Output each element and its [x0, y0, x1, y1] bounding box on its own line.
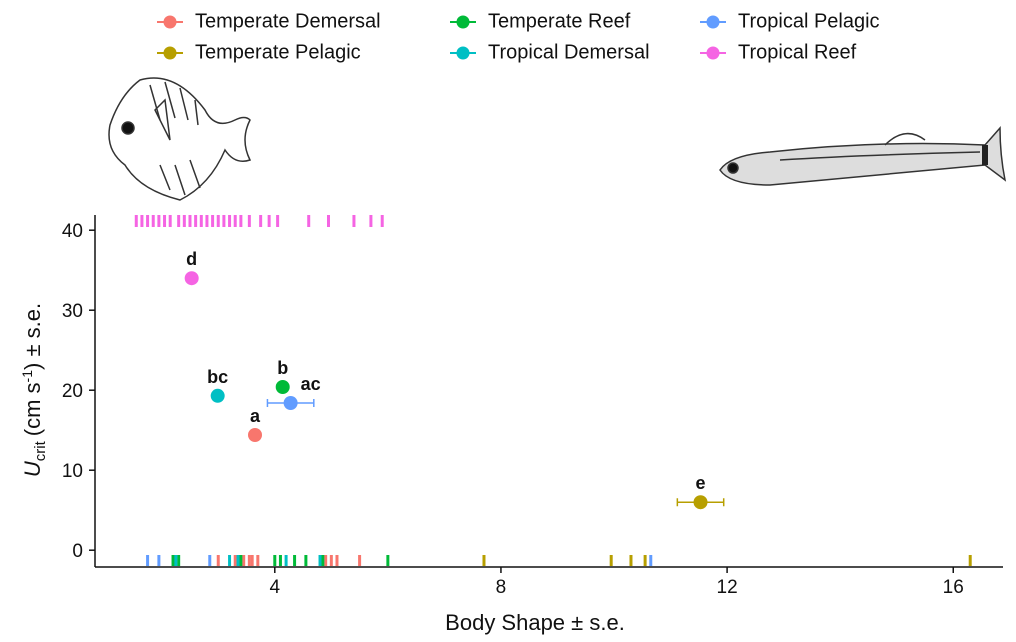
- x-tick-label: 12: [717, 577, 738, 598]
- point: [693, 495, 708, 510]
- point: [210, 388, 225, 403]
- y-title-superscript: -1: [19, 370, 35, 383]
- fish-elongate: [719, 126, 1007, 186]
- y-tick-label: 40: [62, 221, 83, 242]
- y-title-symbol: U: [20, 461, 45, 477]
- legend-key: [706, 15, 720, 29]
- point-label: ac: [301, 374, 321, 394]
- legend-key: [163, 15, 177, 29]
- x-tick-label: 8: [496, 577, 507, 598]
- y-axis-title: Ucrit (cm s-1) ± s.e.: [19, 303, 49, 477]
- fish-round: [108, 77, 252, 201]
- point: [184, 271, 199, 286]
- x-axis-title: Body Shape ± s.e.: [445, 610, 625, 635]
- y-title-unit-end: ) ± s.e.: [20, 303, 45, 370]
- point: [283, 396, 298, 410]
- legend-key: [706, 46, 720, 60]
- x-tick-label: 16: [943, 577, 964, 598]
- legend-label: Temperate Reef: [488, 10, 631, 32]
- point: [275, 380, 290, 394]
- point-label: b: [277, 358, 288, 378]
- legend-label: Tropical Pelagic: [738, 10, 880, 32]
- legend-label: Tropical Demersal: [488, 41, 650, 63]
- y-title-unit: (cm s: [20, 382, 45, 436]
- point-label: a: [250, 406, 261, 426]
- point-label: d: [186, 249, 197, 269]
- y-tick-label: 20: [62, 381, 83, 402]
- point: [248, 428, 263, 442]
- legend-label: Temperate Demersal: [195, 10, 381, 32]
- legend-key: [456, 15, 470, 29]
- x-tick-label: 4: [270, 577, 281, 598]
- legend-label: Tropical Reef: [738, 41, 857, 63]
- y-title-subscript: crit: [32, 440, 49, 461]
- y-tick-label: 30: [62, 301, 83, 322]
- legend-key: [163, 46, 177, 60]
- point-label: e: [696, 473, 706, 493]
- y-tick-label: 10: [62, 461, 83, 482]
- point-label: bc: [207, 367, 228, 387]
- legend-key: [456, 46, 470, 60]
- y-tick-label: 0: [72, 541, 83, 562]
- legend-label: Temperate Pelagic: [195, 41, 361, 63]
